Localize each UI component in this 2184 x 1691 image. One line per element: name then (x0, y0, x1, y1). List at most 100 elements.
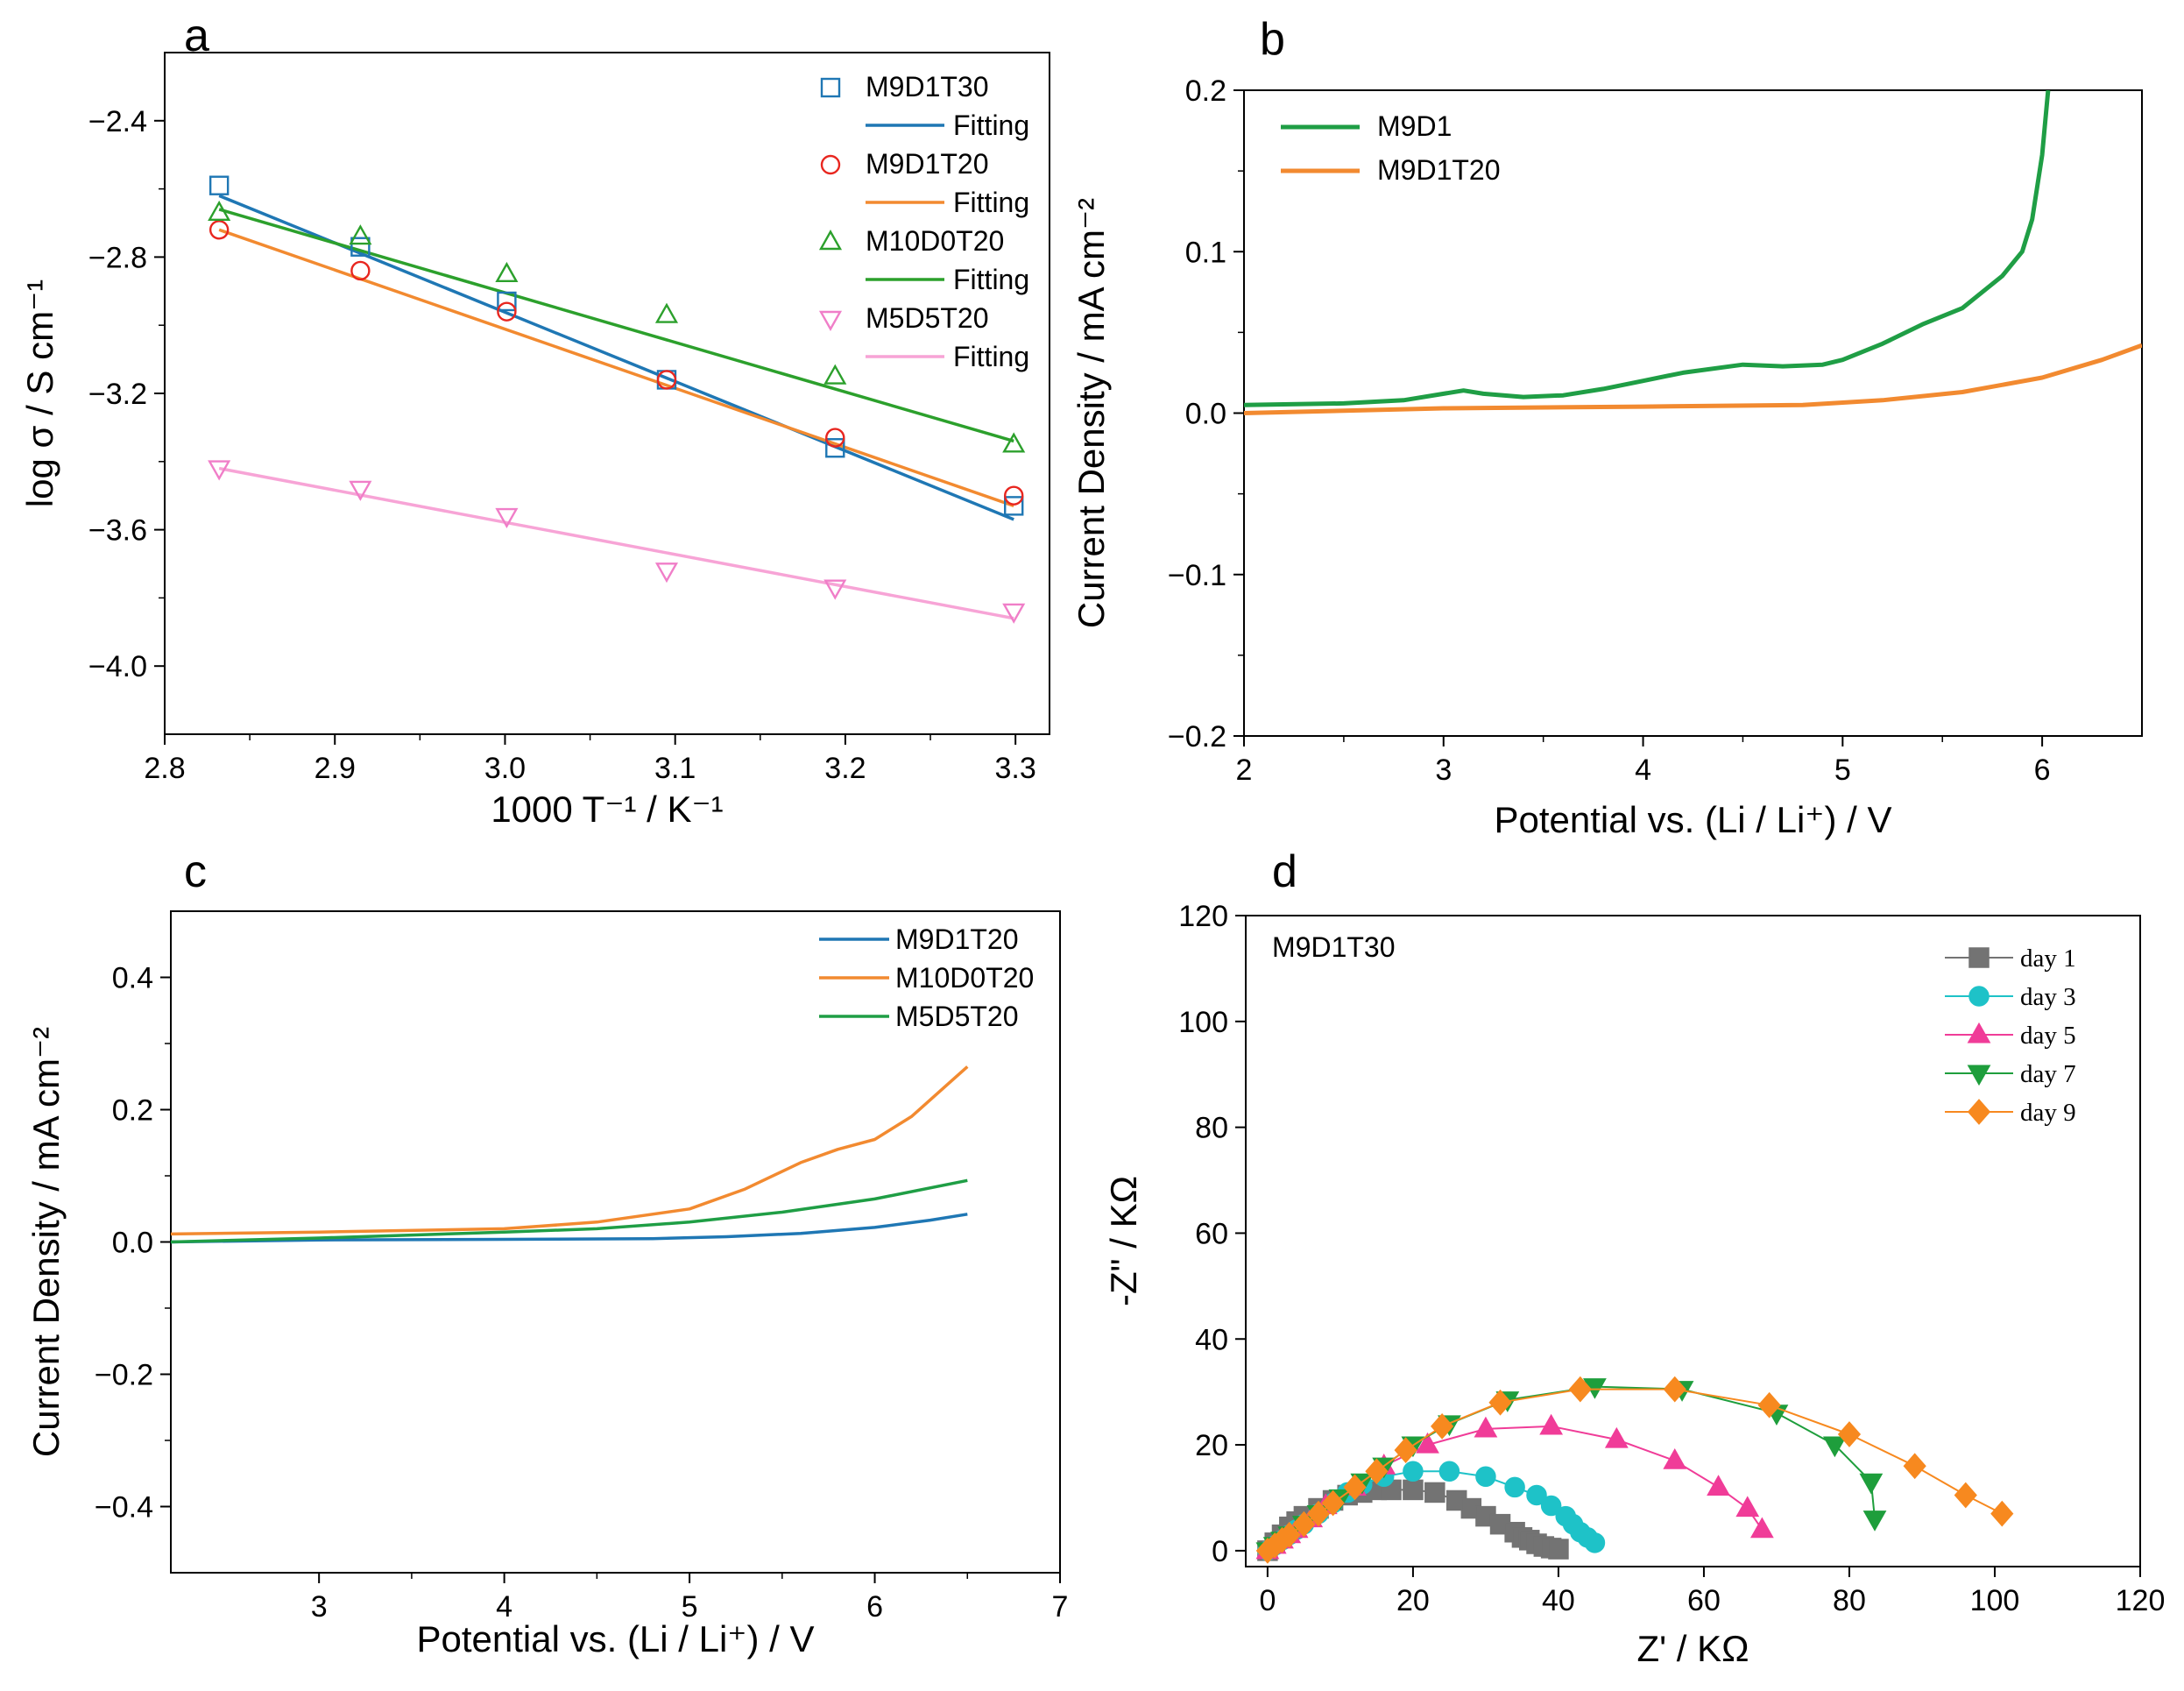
legend-label: Fitting (953, 264, 1029, 295)
legend-label: day 9 (2020, 1099, 2076, 1127)
data-point (1504, 1476, 1525, 1498)
data-point (825, 428, 845, 448)
y-tick-label: 100 (1178, 1006, 1228, 1039)
data-point (1584, 1532, 1606, 1553)
data-point (1004, 496, 1024, 516)
x-tick-label: 2.8 (144, 752, 185, 785)
data-point (350, 237, 371, 257)
y-tick-label: 0.2 (112, 1094, 153, 1128)
data-point (208, 200, 231, 222)
y-tick-label: 80 (1195, 1112, 1228, 1145)
data-point (1859, 1473, 1884, 1495)
data-point (209, 175, 230, 195)
x-tick-label: 3 (311, 1590, 328, 1624)
data-point (1475, 1466, 1496, 1488)
data-point (1277, 1521, 1301, 1548)
legend-marker (1967, 1065, 1991, 1086)
panel-annotation: M9D1T30 (1272, 931, 1396, 963)
x-tick-label: 2.9 (315, 752, 356, 785)
data-point (1548, 1539, 1569, 1560)
data-point (1954, 1482, 1977, 1509)
data-point (497, 301, 517, 322)
y-tick-label: −2.8 (88, 241, 147, 274)
y-tick-label: −2.4 (88, 105, 147, 138)
panel-b-label: b (1260, 14, 1285, 65)
data-point (1431, 1413, 1454, 1440)
data-point (1321, 1489, 1345, 1517)
data-point (1488, 1389, 1512, 1416)
data-point (1365, 1458, 1389, 1485)
data-point (1862, 1511, 1887, 1532)
panel-c: 3 4 5 6 7 0.4 0.2 0.0 −0.2 −0.4 Potential vs. (Li … (25, 910, 1068, 1659)
x-tick-label: 5 (682, 1590, 698, 1624)
x-tick-label: 60 (1687, 1584, 1721, 1617)
legend-label: day 1 (2020, 945, 2076, 973)
data-point (497, 291, 517, 312)
y-tick-label: −0.2 (1168, 720, 1226, 754)
y-tick-label: 0.4 (112, 962, 153, 995)
legend-marker (1967, 1099, 1991, 1125)
x-tick-label: 20 (1396, 1584, 1430, 1617)
x-tick-label: 5 (1834, 754, 1851, 787)
legend-label: M10D0T20 (895, 962, 1034, 994)
y-tick-label: 0.1 (1185, 236, 1226, 269)
data-point (823, 364, 847, 385)
data-point (1568, 1376, 1592, 1403)
x-axis-title: 1000 T⁻¹ / K⁻¹ (491, 789, 723, 830)
data-point (349, 480, 372, 501)
legend-marker (1968, 947, 1990, 968)
x-tick-label: 6 (2034, 754, 2051, 787)
y-tick-label: 0 (1212, 1535, 1228, 1568)
y-tick-label: 0.2 (1185, 74, 1226, 108)
legend-label: Fitting (953, 110, 1029, 141)
data-point (823, 579, 847, 600)
legend-label: day 3 (2020, 983, 2076, 1011)
x-axis-title: Z' / KΩ (1636, 1628, 1749, 1669)
y-axis-title: Current Density / mA cm⁻² (1071, 198, 1112, 628)
x-tick-label: 6 (866, 1590, 883, 1624)
y-axis-title: Current Density / mA cm⁻² (25, 1027, 67, 1457)
x-tick-label: 4 (1635, 754, 1651, 787)
series-line (170, 1213, 968, 1244)
data-point (1004, 485, 1024, 506)
data-point (1438, 1461, 1460, 1482)
x-tick-label: 100 (1970, 1584, 2020, 1617)
x-tick-label: 3.2 (824, 752, 866, 785)
legend-label: M5D5T20 (866, 302, 989, 334)
fit-line (218, 228, 1014, 508)
data-point (495, 507, 519, 528)
x-tick-label: 4 (496, 1590, 512, 1624)
y-tick-label: 20 (1195, 1429, 1228, 1462)
panel-d-label: d (1272, 846, 1297, 897)
legend-label: M9D1T20 (866, 148, 989, 180)
x-axis-title: Potential vs. (Li / Li⁺) / V (416, 1618, 814, 1659)
legend-marker (818, 230, 843, 251)
y-tick-label: 40 (1195, 1323, 1228, 1356)
panel-a: 2.8 2.9 3.0 3.1 3.2 3.3 −2.4 −2.8 −3.2 −3.6 −4.0 10… (19, 52, 1050, 830)
x-axis-title: Potential vs. (Li / Li⁺) / V (1494, 799, 1891, 840)
y-tick-label: 60 (1195, 1217, 1228, 1250)
data-point (1403, 1479, 1424, 1501)
x-tick-label: 0 (1259, 1584, 1276, 1617)
panel-b: 2 3 4 5 6 0.2 0.1 0.0 −0.1 −0.2 Potential vs. (Li … (1071, 74, 2143, 840)
series-line (170, 1065, 969, 1236)
data-point (208, 460, 231, 481)
y-tick-label: −0.4 (95, 1491, 153, 1525)
y-tick-label: −0.1 (1168, 559, 1226, 592)
data-point (1403, 1461, 1424, 1482)
data-point (825, 438, 845, 458)
series-line (170, 1178, 968, 1244)
data-point (1394, 1437, 1417, 1463)
y-axis-title: log σ / S cm⁻¹ (19, 279, 60, 507)
data-point (1663, 1376, 1686, 1403)
legend-label: M9D1T30 (866, 71, 989, 103)
legend-label: M9D1T20 (1377, 154, 1501, 186)
legend-label: Fitting (953, 187, 1029, 218)
x-tick-label: 3.1 (654, 752, 696, 785)
data-point (1306, 1500, 1331, 1527)
legend-marker (1968, 986, 1990, 1007)
data-point (1735, 1496, 1760, 1518)
data-point (1990, 1500, 2014, 1527)
legend-label: Fitting (953, 341, 1029, 372)
data-point (1474, 1416, 1498, 1438)
